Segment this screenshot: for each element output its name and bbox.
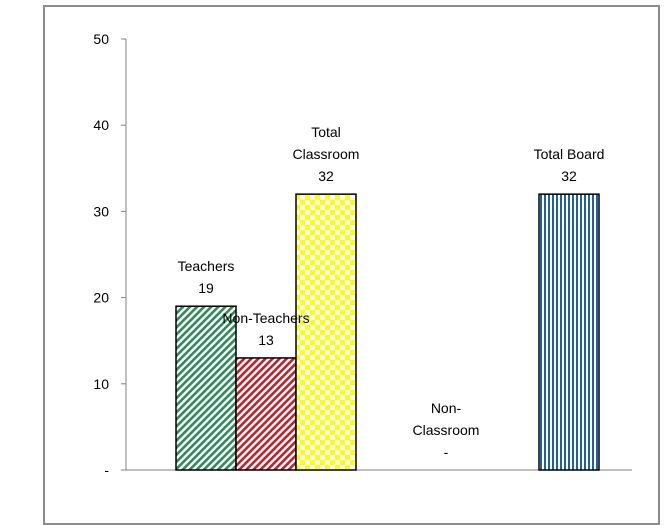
bar-chart: - 10 20 30 40 50 19 Teachers 13 Non-Teachers 32 To… <box>93 31 632 478</box>
bar-total-board <box>538 193 600 471</box>
value-label: 32 <box>318 168 334 184</box>
value-label: 19 <box>198 280 214 296</box>
y-tick-label: 50 <box>93 31 109 47</box>
category-label: Total Board <box>534 146 605 162</box>
value-label: - <box>444 444 449 460</box>
category-label: Classroom <box>413 422 480 438</box>
category-label: Classroom <box>293 146 360 162</box>
bars <box>175 193 600 471</box>
bar-total-classroom <box>295 193 357 471</box>
y-tick-label: 10 <box>93 376 109 392</box>
bar-labels: 19 Teachers 13 Non-Teachers 32 Total Classroom… <box>178 124 605 460</box>
y-tick-label: 30 <box>93 203 109 219</box>
bar-teachers <box>175 305 237 471</box>
category-label: Total <box>311 124 341 140</box>
y-tick-label: - <box>104 462 109 478</box>
category-label: Non-Teachers <box>222 310 309 326</box>
category-label: Non- <box>431 400 462 416</box>
bar-non-teachers <box>235 357 297 471</box>
value-label: 13 <box>258 332 274 348</box>
y-tick-label: 40 <box>93 117 109 133</box>
y-tick-label: 20 <box>93 290 109 306</box>
category-label: Teachers <box>178 258 235 274</box>
value-label: 32 <box>561 168 577 184</box>
